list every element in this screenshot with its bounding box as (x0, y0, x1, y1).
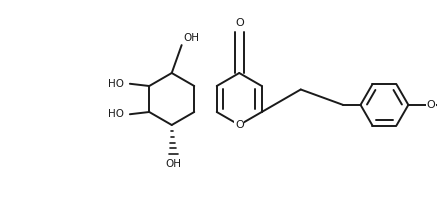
Text: OH: OH (184, 33, 199, 43)
Text: OH: OH (166, 159, 181, 169)
Text: HO: HO (109, 109, 124, 119)
Text: O: O (235, 120, 244, 130)
Text: O: O (235, 18, 244, 28)
Text: HO: HO (109, 79, 124, 89)
Text: O: O (427, 100, 435, 110)
